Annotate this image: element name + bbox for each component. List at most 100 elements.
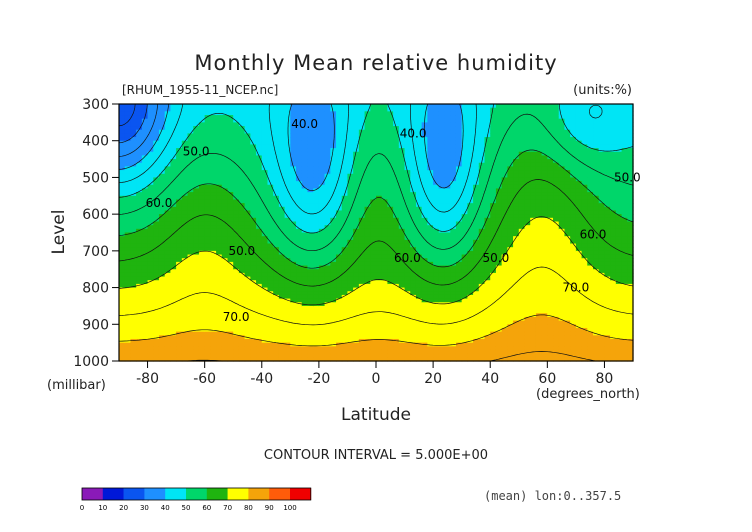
contour-fill-cell (238, 221, 246, 226)
contour-fill-cell (518, 115, 526, 120)
contour-fill-cell (427, 192, 434, 197)
contour-fill-cell (119, 254, 126, 259)
contour-fill-cell (244, 331, 251, 336)
contour-fill-cell (330, 184, 337, 190)
contour-fill-cell (393, 188, 400, 193)
contour-fill-cell (164, 298, 171, 303)
contour-fill-cell (393, 335, 400, 340)
contour-fill-cell (490, 283, 497, 289)
contour-fill-cell (473, 342, 480, 347)
contour-fill-cell (353, 269, 360, 274)
contour-fill-cell (478, 313, 486, 318)
contour-fill-cell (227, 144, 234, 149)
contour-fill-cell (341, 342, 349, 347)
contour-fill-cell (364, 272, 371, 278)
contour-fill-cell (313, 225, 320, 230)
contour-fill-cell (187, 104, 194, 109)
contour-fill-cell (261, 250, 269, 256)
contour-fill-cell (415, 122, 423, 127)
contour-fill-cell (473, 309, 480, 314)
contour-fill-cell (427, 269, 434, 274)
contour-fill-cell (427, 243, 434, 248)
contour-fill-cell (187, 353, 194, 358)
contour-fill-cell (427, 250, 434, 256)
contour-fill-cell (415, 331, 423, 336)
contour-fill-cell (227, 324, 234, 329)
contour-fill-cell (130, 166, 137, 171)
contour-fill-cell (187, 148, 194, 153)
contour-fill-cell (415, 155, 423, 160)
contour-fill-cell (381, 261, 389, 267)
contour-fill-cell (347, 236, 354, 241)
contour-fill-cell (318, 269, 326, 274)
contour-fill-cell (513, 111, 520, 116)
contour-fill-cell (318, 188, 326, 193)
contour-fill-cell (507, 239, 514, 245)
contour-fill-cell (513, 133, 520, 138)
contour-fill-cell (421, 250, 428, 256)
contour-fill-cell (216, 217, 223, 223)
contour-fill-cell (478, 294, 486, 300)
contour-fill-cell (124, 173, 132, 179)
contour-fill-cell (444, 181, 451, 186)
contour-fill-cell (467, 140, 474, 145)
contour-fill-cell (204, 313, 211, 318)
contour-fill-cell (147, 199, 154, 204)
contour-fill-cell (433, 151, 440, 156)
contour-fill-cell (484, 144, 491, 149)
contour-fill-cell (513, 104, 520, 109)
contour-fill-cell (376, 122, 383, 127)
contour-fill-cell (370, 305, 377, 311)
contour-fill-cell (250, 214, 257, 219)
contour-fill-cell (164, 309, 171, 314)
contour-fill-cell (187, 159, 194, 164)
contour-fill-cell (244, 151, 251, 156)
contour-fill-cell (455, 214, 463, 219)
contour-fill-cell (455, 184, 463, 190)
contour-fill-cell (450, 122, 457, 127)
contour-fill-cell (181, 151, 189, 156)
contour-fill-cell (358, 170, 366, 175)
contour-fill-cell (204, 305, 211, 311)
contour-fill-cell (278, 243, 286, 248)
contour-fill-cell (267, 129, 274, 134)
contour-fill-cell (513, 309, 520, 314)
contour-fill-cell (324, 115, 331, 120)
contour-fill-cell (415, 261, 423, 267)
contour-fill-cell (187, 338, 194, 344)
contour-fill-cell (233, 320, 240, 325)
contour-fill-cell (130, 305, 137, 311)
contour-fill-cell (158, 254, 166, 259)
contour-fill-cell (404, 320, 411, 325)
contour-fill-cell (130, 225, 137, 230)
contour-fill-cell (490, 173, 497, 179)
contour-fill-cell (518, 129, 526, 134)
contour-fill-cell (147, 155, 154, 160)
contour-fill-cell (330, 280, 337, 285)
contour-fill-cell (284, 192, 291, 197)
contour-fill-cell (387, 217, 394, 223)
contour-fill-cell (158, 228, 166, 234)
contour-fill-cell (147, 313, 154, 318)
contour-fill-cell (415, 280, 423, 285)
contour-fill-cell (153, 335, 160, 340)
contour-fill-cell (313, 254, 320, 259)
contour-fill-cell (181, 236, 189, 241)
contour-fill-cell (484, 331, 491, 336)
contour-fill-cell (238, 327, 246, 333)
contour-fill-cell (187, 111, 194, 116)
contour-fill-cell (153, 247, 160, 252)
contour-fill-cell (267, 151, 274, 156)
contour-fill-cell (273, 122, 280, 127)
contour-fill-cell (124, 140, 132, 145)
contour-fill-cell (141, 331, 149, 336)
contour-fill-cell (353, 239, 360, 245)
contour-fill-cell (376, 206, 383, 212)
contour-fill-cell (238, 140, 246, 145)
contour-fill-cell (216, 148, 223, 153)
contour-fill-cell (210, 313, 217, 318)
contour-fill-cell (136, 357, 143, 362)
contour-fill-cell (467, 166, 474, 171)
contour-fill-cell (284, 346, 291, 351)
contour-fill-cell (507, 346, 514, 351)
